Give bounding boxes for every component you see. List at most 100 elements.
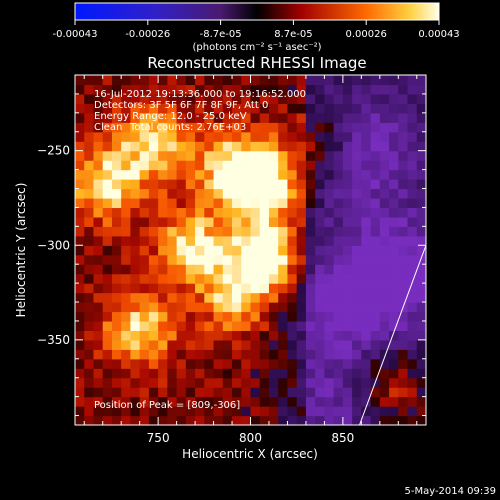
heatmap-cell (379, 330, 390, 341)
heatmap-cell (379, 197, 390, 209)
heatmap-cell (213, 160, 224, 171)
heatmap-cell (93, 160, 104, 171)
heatmap-cell (139, 387, 150, 398)
heatmap-cell (222, 368, 233, 379)
heatmap-cell (75, 169, 85, 180)
heatmap-cell (232, 160, 242, 171)
heatmap-cell (75, 245, 85, 256)
heatmap-cell (158, 75, 168, 86)
heatmap-cell (268, 339, 279, 350)
heatmap-cell (102, 377, 113, 388)
heatmap-cell (250, 141, 261, 152)
heatmap-cell (232, 169, 242, 180)
heatmap-cell (416, 122, 426, 133)
heatmap-cell (241, 330, 252, 341)
heatmap-cell (232, 387, 242, 398)
heatmap-cell (93, 226, 104, 237)
heatmap-cell (305, 112, 316, 123)
heatmap-cell (222, 320, 233, 332)
heatmap-cell (84, 93, 95, 104)
heatmap-cell (305, 75, 316, 86)
heatmap-cell (250, 188, 261, 199)
heatmap-cell (241, 84, 252, 95)
heatmap-cell (176, 93, 187, 104)
heatmap-cell (195, 349, 205, 360)
heatmap-cell (158, 150, 168, 161)
colorbar-tick-label: 0.00043 (418, 29, 459, 40)
heatmap-cell (370, 349, 381, 360)
heatmap-cell (84, 84, 95, 95)
heatmap-cell (268, 320, 279, 332)
heatmap-cell (278, 235, 289, 246)
heatmap-cell (130, 197, 141, 209)
heatmap-cell (148, 320, 159, 332)
heatmap-cell (389, 302, 399, 313)
heatmap-cell (287, 387, 298, 398)
heatmap-cell (250, 160, 261, 171)
heatmap-cell (130, 264, 141, 275)
heatmap-cell (407, 330, 418, 341)
heatmap-cell (333, 122, 344, 133)
heatmap-cell (416, 358, 426, 369)
heatmap-cell (158, 330, 168, 341)
heatmap-cell (232, 311, 242, 322)
heatmap-cell (148, 235, 159, 246)
heatmap-cell (268, 292, 279, 303)
heatmap-cell (361, 415, 372, 425)
heatmap-cell (305, 93, 316, 104)
heatmap-cell (195, 84, 205, 95)
heatmap-cell (213, 302, 224, 313)
heatmap-cell (342, 320, 353, 332)
y-tick-label: −250 (37, 144, 70, 158)
heatmap-cell (139, 103, 150, 114)
heatmap-cell (389, 292, 399, 303)
heatmap-cell (93, 330, 104, 341)
heatmap-cell (185, 358, 196, 369)
heatmap-cell (232, 377, 242, 388)
heatmap-cell (278, 283, 289, 294)
heatmap-cell (324, 368, 335, 379)
heatmap-cell (352, 122, 362, 133)
heatmap-cell (259, 292, 270, 303)
heatmap-cell (259, 254, 270, 265)
heatmap-cell (361, 245, 372, 256)
heatmap-cell (416, 273, 426, 284)
heatmap-cell (75, 311, 85, 322)
heatmap-cell (352, 264, 362, 275)
heatmap-cell (84, 254, 95, 265)
heatmap-cell (398, 245, 409, 256)
heatmap-cell (121, 179, 132, 190)
heatmap-cell (268, 235, 279, 246)
heatmap-cell (195, 141, 205, 152)
heatmap-cell (139, 302, 150, 313)
heatmap-cell (195, 311, 205, 322)
heatmap-cell (259, 311, 270, 322)
heatmap-cell (278, 320, 289, 332)
heatmap-cell (268, 283, 279, 294)
heatmap-cell (361, 169, 372, 180)
heatmap-cell (342, 226, 353, 237)
heatmap-cell (222, 264, 233, 275)
heatmap-cell (222, 292, 233, 303)
heatmap-cell (130, 330, 141, 341)
annotation-counts: Total counts: 2.76E+03 (129, 122, 246, 133)
heatmap-cell (416, 197, 426, 209)
heatmap-cell (241, 150, 252, 161)
heatmap-cell (333, 273, 344, 284)
heatmap-cell (241, 112, 252, 123)
annotation-detectors: Detectors: 3F 5F 6F 7F 8F 9F, Att 0 (94, 100, 268, 111)
heatmap-cell (232, 84, 242, 95)
heatmap-cell (84, 150, 95, 161)
heatmap-cell (148, 368, 159, 379)
heatmap-cell (296, 131, 307, 142)
heatmap-cell (333, 330, 344, 341)
heatmap-cell (139, 377, 150, 388)
heatmap-cell (315, 349, 325, 360)
heatmap-cell (158, 245, 168, 256)
heatmap-cell (352, 103, 362, 114)
heatmap-cell (315, 415, 325, 425)
heatmap-cell (84, 377, 95, 388)
heatmap-cell (333, 320, 344, 332)
heatmap-cell (296, 93, 307, 104)
heatmap-cell (370, 302, 381, 313)
